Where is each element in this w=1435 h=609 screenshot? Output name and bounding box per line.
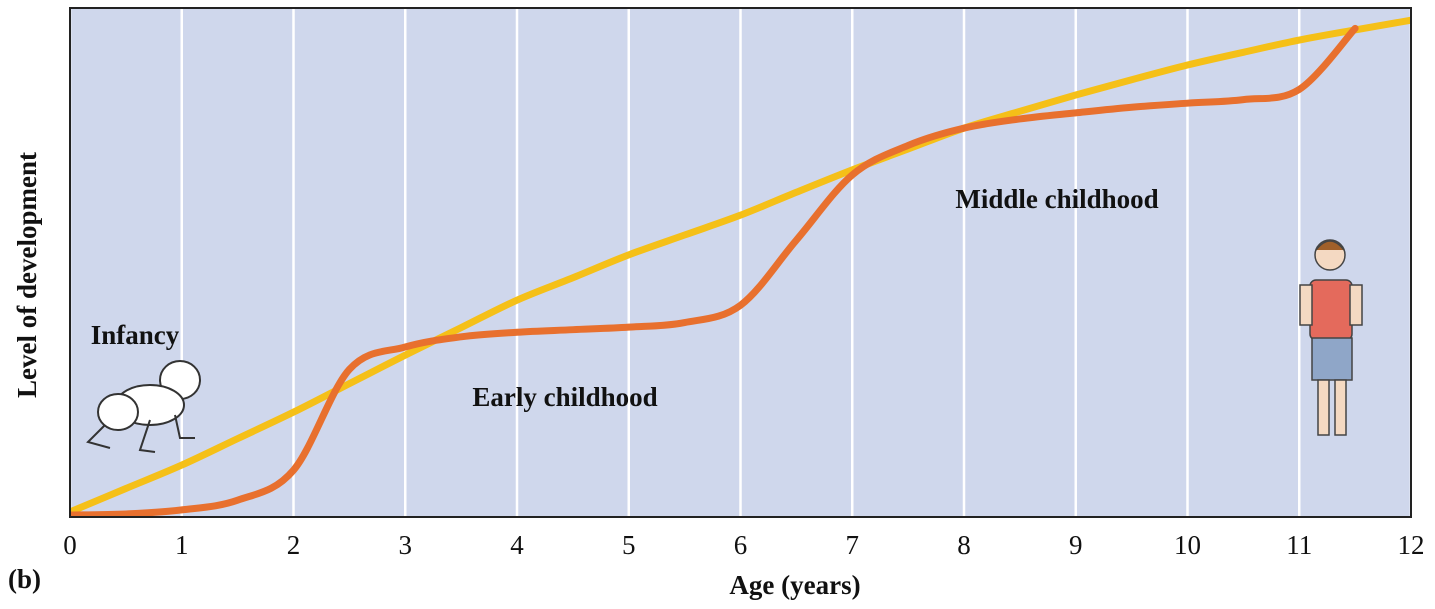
x-tick-label: 6	[734, 530, 748, 560]
y-axis-label: Level of development	[12, 152, 42, 398]
x-tick-label: 8	[957, 530, 971, 560]
x-tick-label: 10	[1174, 530, 1201, 560]
x-tick-label: 11	[1286, 530, 1312, 560]
x-tick-label: 7	[846, 530, 860, 560]
annotation: Early childhood	[472, 382, 657, 412]
x-tick-label: 5	[622, 530, 636, 560]
annotation: Middle childhood	[955, 184, 1158, 214]
x-tick-label: 9	[1069, 530, 1083, 560]
annotation: Infancy	[91, 320, 180, 350]
x-axis-label: Age (years)	[729, 570, 860, 600]
x-tick-label: 1	[175, 530, 189, 560]
page: (b) Age (years) Level of development 012…	[0, 0, 1435, 609]
x-tick-label: 4	[510, 530, 524, 560]
x-tick-label: 12	[1398, 530, 1425, 560]
panel-label: (b)	[8, 564, 41, 594]
x-tick-label: 2	[287, 530, 301, 560]
x-tick-label: 0	[63, 530, 77, 560]
x-tick-label: 3	[399, 530, 413, 560]
chart: (b) Age (years) Level of development 012…	[0, 0, 1435, 609]
